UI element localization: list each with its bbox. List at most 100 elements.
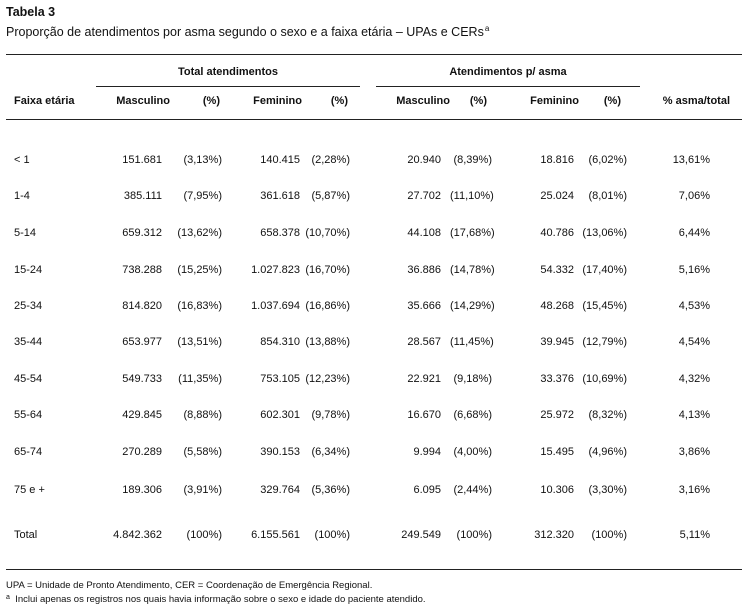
cell-fem-asthma: 39.945	[540, 336, 574, 348]
cell-masc-total: 189.306	[122, 484, 162, 496]
cell-masc-asthma: 16.670	[407, 409, 441, 421]
cell-pct-fem-asthma: (15,45%)	[582, 300, 627, 312]
cell-ratio: 5,11%	[679, 529, 710, 541]
cell-faixa: 55-64	[14, 409, 43, 421]
cell-fem-asthma: 10.306	[540, 484, 574, 496]
cell-faixa: 25-34	[14, 300, 43, 312]
cell-ratio: 13,61%	[672, 154, 710, 166]
cell-pct-fem-total: (6,34%)	[311, 446, 350, 458]
cell-pct-masc-asthma: (14,78%)	[450, 264, 495, 276]
col-header-fem-asthma: Feminino	[530, 95, 579, 107]
cell-pct-masc-asthma: (11,10%)	[450, 190, 494, 202]
cell-masc-total: 653.977	[122, 336, 162, 348]
cell-masc-asthma: 44.108	[407, 227, 441, 239]
cell-masc-asthma: 36.886	[407, 264, 441, 276]
cell-pct-masc-asthma: (14,29%)	[450, 300, 495, 312]
bottom-rule	[6, 569, 742, 570]
footnote-2: a Inclui apenas os registros nos quais h…	[6, 594, 426, 605]
cell-pct-fem-total: (13,88%)	[305, 336, 350, 348]
cell-ratio: 7,06%	[678, 190, 710, 202]
cell-fem-asthma: 25.024	[540, 190, 574, 202]
group-rule-total	[96, 86, 360, 87]
cell-masc-asthma: 20.940	[407, 154, 441, 166]
cell-masc-asthma: 249.549	[401, 529, 441, 541]
cell-pct-fem-asthma: (100%)	[591, 529, 627, 541]
cell-pct-masc-asthma: (17,68%)	[450, 227, 495, 239]
cell-faixa: 65-74	[14, 446, 43, 458]
cell-fem-total: 140.415	[260, 154, 300, 166]
footnote-2-text: Inclui apenas os registros nos quais hav…	[15, 594, 426, 605]
cell-masc-asthma: 6.095	[413, 484, 441, 496]
cell-pct-masc-total: (13,62%)	[177, 227, 222, 239]
cell-pct-fem-asthma: (8,32%)	[588, 409, 627, 421]
cell-faixa: 35-44	[14, 336, 43, 348]
cell-faixa: 5-14	[14, 227, 37, 239]
col-header-pct-masc-asthma: (%)	[469, 95, 487, 107]
cell-faixa: < 1	[14, 154, 30, 166]
cell-ratio: 3,16%	[678, 484, 710, 496]
cell-fem-total: 602.301	[260, 409, 300, 421]
cell-masc-total: 549.733	[122, 373, 162, 385]
cell-pct-fem-total: (5,36%)	[311, 484, 350, 496]
cell-pct-fem-asthma: (6,02%)	[588, 154, 627, 166]
cell-fem-total: 854.310	[260, 336, 300, 348]
cell-masc-total: 429.845	[122, 409, 162, 421]
cell-pct-masc-asthma: (2,44%)	[453, 484, 492, 496]
cell-ratio: 4,54%	[678, 336, 710, 348]
top-rule	[6, 54, 742, 55]
col-header-fem-total: Feminino	[253, 95, 302, 107]
group-header-asthma: Atendimentos p/ asma	[449, 66, 567, 78]
cell-fem-asthma: 40.786	[540, 227, 574, 239]
col-header-masc-asthma: Masculino	[396, 95, 450, 107]
cell-pct-fem-asthma: (13,06%)	[582, 227, 627, 239]
cell-fem-asthma: 54.332	[540, 264, 574, 276]
cell-fem-asthma: 33.376	[540, 373, 574, 385]
cell-pct-masc-total: (16,83%)	[177, 300, 222, 312]
col-header-ratio: % asma/total	[662, 95, 730, 107]
cell-masc-total: 814.820	[122, 300, 162, 312]
cell-pct-masc-total: (5,58%)	[183, 446, 222, 458]
cell-pct-masc-total: (100%)	[186, 529, 222, 541]
cell-pct-fem-total: (9,78%)	[311, 409, 350, 421]
cell-masc-total: 659.312	[122, 227, 162, 239]
cell-pct-masc-asthma: (9,18%)	[453, 373, 492, 385]
cell-masc-asthma: 9.994	[413, 446, 441, 458]
cell-pct-fem-asthma: (17,40%)	[582, 264, 627, 276]
cell-ratio: 5,16%	[678, 264, 710, 276]
cell-pct-masc-total: (3,13%)	[183, 154, 222, 166]
cell-masc-total: 151.681	[122, 154, 162, 166]
cell-fem-asthma: 25.972	[540, 409, 574, 421]
cell-fem-total: 1.037.694	[251, 300, 300, 312]
cell-pct-masc-asthma: (100%)	[456, 529, 492, 541]
cell-pct-masc-asthma: (6,68%)	[453, 409, 492, 421]
cell-fem-total: 390.153	[260, 446, 300, 458]
footnote-1: UPA = Unidade de Pronto Atendimento, CER…	[6, 580, 373, 591]
cell-fem-total: 658.378	[260, 227, 300, 239]
cell-pct-fem-total: (100%)	[314, 529, 350, 541]
cell-fem-asthma: 15.495	[540, 446, 574, 458]
cell-pct-fem-total: (16,70%)	[305, 264, 350, 276]
cell-masc-asthma: 28.567	[407, 336, 441, 348]
cell-ratio: 3,86%	[678, 446, 710, 458]
cell-masc-total: 270.289	[122, 446, 162, 458]
table-subtitle: Proporção de atendimentos por asma segun…	[6, 24, 489, 39]
col-header-pct-fem-asthma: (%)	[603, 95, 621, 107]
cell-pct-fem-asthma: (12,79%)	[582, 336, 627, 348]
cell-fem-asthma: 48.268	[540, 300, 574, 312]
cell-pct-masc-total: (15,25%)	[177, 264, 222, 276]
cell-ratio: 4,13%	[678, 409, 710, 421]
cell-pct-masc-total: (7,95%)	[183, 190, 222, 202]
cell-faixa: 15-24	[14, 264, 43, 276]
cell-pct-fem-total: (10,70%)	[305, 227, 350, 239]
cell-pct-fem-asthma: (8,01%)	[588, 190, 627, 202]
col-header-masc-total: Masculino	[116, 95, 170, 107]
cell-fem-asthma: 18.816	[540, 154, 574, 166]
cell-ratio: 4,53%	[678, 300, 710, 312]
cell-fem-total: 1.027.823	[251, 264, 300, 276]
cell-fem-total: 329.764	[260, 484, 300, 496]
header-bottom-rule	[6, 119, 742, 120]
cell-pct-fem-total: (16,86%)	[305, 300, 350, 312]
cell-pct-fem-asthma: (3,30%)	[588, 484, 627, 496]
cell-pct-masc-total: (8,88%)	[183, 409, 222, 421]
cell-faixa: 1-4	[14, 190, 30, 202]
